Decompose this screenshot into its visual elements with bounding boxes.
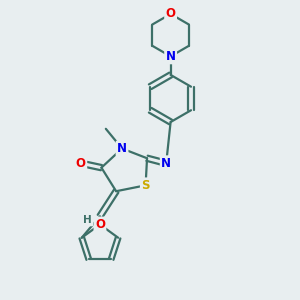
Text: N: N xyxy=(117,142,127,155)
Text: N: N xyxy=(166,50,176,63)
Text: O: O xyxy=(95,218,105,231)
Text: H: H xyxy=(83,215,92,225)
Text: S: S xyxy=(141,179,150,192)
Text: N: N xyxy=(161,157,171,170)
Text: O: O xyxy=(166,8,176,20)
Text: O: O xyxy=(76,157,86,170)
